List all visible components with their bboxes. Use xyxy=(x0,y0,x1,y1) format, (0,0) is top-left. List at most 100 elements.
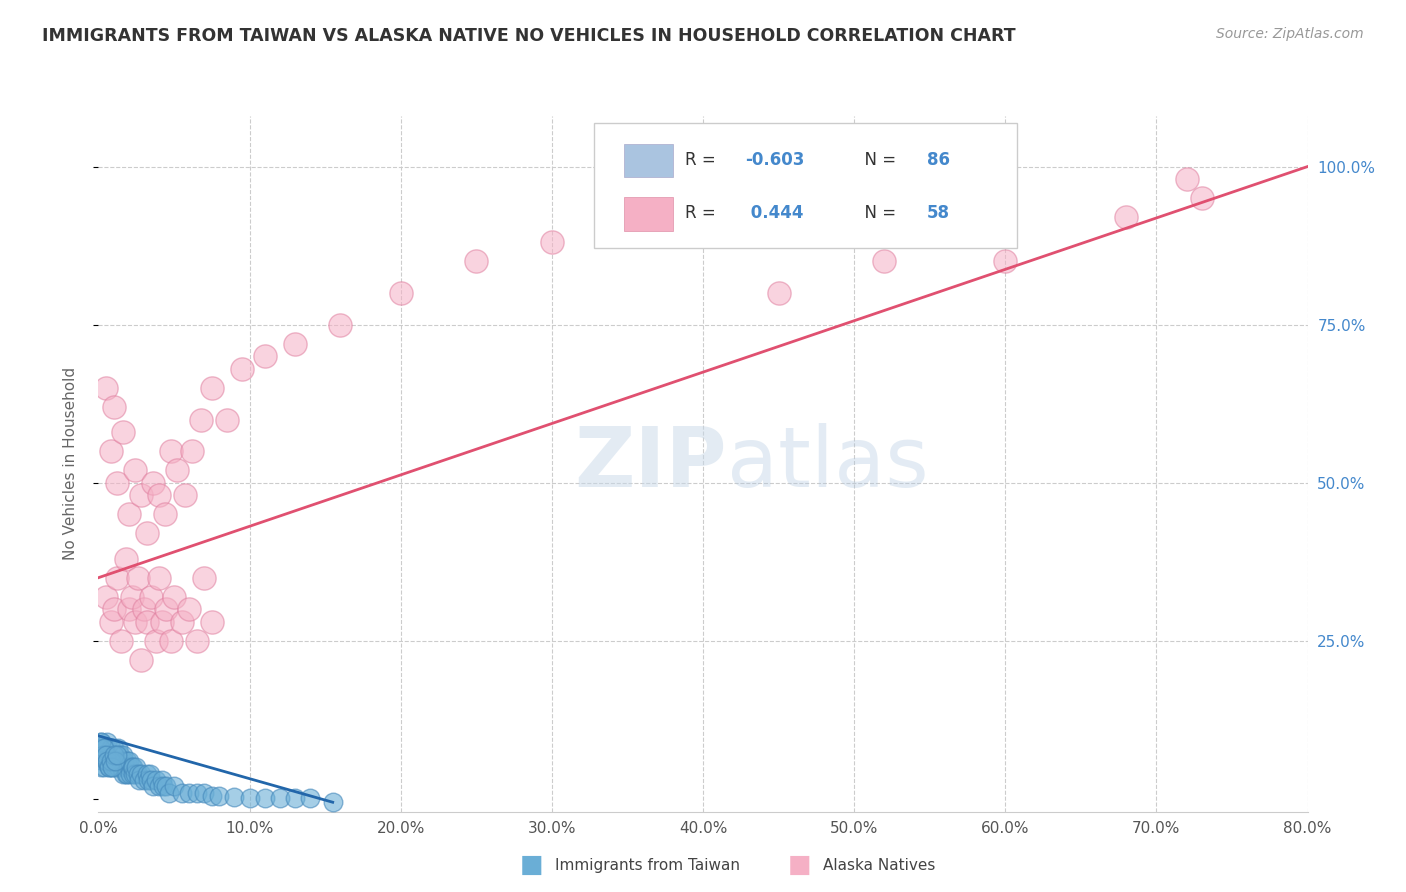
Point xyxy=(231,362,253,376)
Text: 0.444: 0.444 xyxy=(745,204,804,222)
Point xyxy=(193,571,215,585)
Point xyxy=(128,773,150,788)
Point xyxy=(94,381,117,395)
Point xyxy=(179,786,201,800)
Point xyxy=(107,760,129,774)
Y-axis label: No Vehicles in Household: No Vehicles in Household xyxy=(63,368,77,560)
Point xyxy=(118,760,141,774)
Point xyxy=(98,760,121,774)
Point xyxy=(124,463,146,477)
Point xyxy=(127,766,149,780)
Point xyxy=(1115,210,1137,224)
Bar xyxy=(624,197,673,231)
Point xyxy=(120,766,142,780)
Text: IMMIGRANTS FROM TAIWAN VS ALASKA NATIVE NO VEHICLES IN HOUSEHOLD CORRELATION CHA: IMMIGRANTS FROM TAIWAN VS ALASKA NATIVE … xyxy=(42,27,1015,45)
Point xyxy=(103,754,125,768)
Point xyxy=(239,790,262,805)
Point xyxy=(299,791,322,805)
Point xyxy=(105,475,128,490)
Point xyxy=(93,747,115,762)
Point xyxy=(129,488,152,502)
Point xyxy=(150,615,173,629)
Point xyxy=(89,741,111,756)
Point xyxy=(166,463,188,477)
Point xyxy=(160,634,183,648)
Point xyxy=(135,526,157,541)
Point xyxy=(94,754,117,768)
Text: N =: N = xyxy=(855,204,901,222)
Point xyxy=(145,773,167,788)
Point xyxy=(389,286,412,301)
Point xyxy=(1175,172,1198,186)
Point xyxy=(98,760,121,774)
Point xyxy=(104,754,127,768)
Text: Alaska Natives: Alaska Natives xyxy=(823,858,935,872)
Point xyxy=(662,210,685,224)
Text: -0.603: -0.603 xyxy=(745,152,804,169)
Point xyxy=(269,791,291,805)
Point xyxy=(114,766,136,780)
Point xyxy=(179,602,201,616)
Text: R =: R = xyxy=(685,204,721,222)
Point xyxy=(114,760,136,774)
Point xyxy=(159,786,181,800)
Point xyxy=(91,741,114,756)
Point xyxy=(186,786,208,800)
Point xyxy=(768,286,790,301)
Point xyxy=(155,780,177,794)
Point xyxy=(91,754,114,768)
Text: R =: R = xyxy=(685,152,721,169)
Point xyxy=(163,590,186,604)
Point xyxy=(152,780,174,794)
Point xyxy=(208,789,231,803)
Point xyxy=(142,780,165,794)
Point xyxy=(105,747,128,762)
Point xyxy=(110,754,132,768)
Point xyxy=(136,773,159,788)
Point xyxy=(173,488,195,502)
Point xyxy=(93,741,115,756)
Point xyxy=(115,754,138,768)
Point xyxy=(150,773,173,788)
Point xyxy=(101,760,124,774)
Text: ZIP: ZIP xyxy=(575,424,727,504)
Point xyxy=(115,766,138,780)
Point xyxy=(110,760,132,774)
Point xyxy=(253,791,276,805)
Point xyxy=(122,760,145,774)
Point xyxy=(121,590,143,604)
FancyBboxPatch shape xyxy=(595,123,1018,248)
Point xyxy=(114,551,136,566)
Point xyxy=(105,747,128,762)
Point xyxy=(135,766,157,780)
Point xyxy=(111,425,134,440)
Point xyxy=(111,766,134,780)
Point xyxy=(100,754,122,768)
Point xyxy=(90,760,112,774)
Point xyxy=(104,760,127,774)
Text: atlas: atlas xyxy=(727,424,929,504)
Point xyxy=(141,773,163,788)
Point xyxy=(253,349,276,363)
Point xyxy=(170,615,193,629)
Point xyxy=(111,747,134,762)
Point xyxy=(105,571,128,585)
Point xyxy=(105,754,128,768)
Point xyxy=(153,508,176,522)
Text: ■: ■ xyxy=(787,854,811,877)
Point xyxy=(141,590,163,604)
Point xyxy=(284,336,307,351)
Point xyxy=(160,444,183,458)
Point xyxy=(148,780,170,794)
Point xyxy=(118,508,141,522)
Point xyxy=(148,571,170,585)
Point xyxy=(103,747,125,762)
Point xyxy=(201,789,224,803)
Point xyxy=(91,747,114,762)
Text: 58: 58 xyxy=(927,204,949,222)
Point xyxy=(103,400,125,414)
Point xyxy=(127,571,149,585)
Point xyxy=(125,760,148,774)
Point xyxy=(103,741,125,756)
Point xyxy=(103,602,125,616)
